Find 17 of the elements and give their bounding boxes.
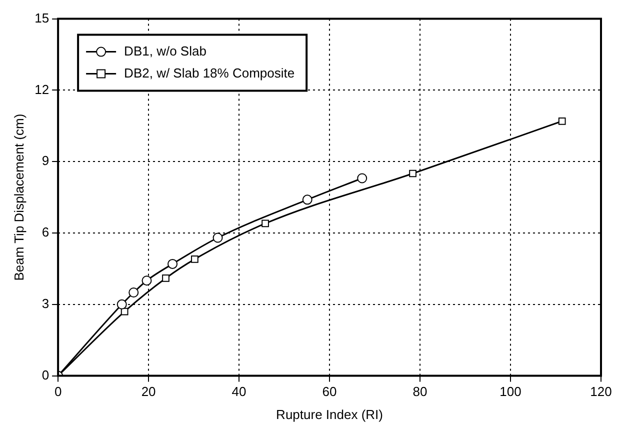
x-tick-label: 20: [141, 384, 156, 400]
y-tick-label: 3: [42, 296, 50, 311]
x-tick-label: 80: [412, 384, 428, 400]
y-tick-label: 9: [42, 153, 50, 168]
y-axis-title: Beam Tip Displacement (cm): [11, 114, 26, 281]
y-tick-label: 15: [34, 10, 50, 26]
y-tick-label: 12: [34, 82, 50, 97]
x-tick-label: 60: [322, 384, 337, 400]
legend-label: DB2, w/ Slab 18% Composite: [124, 65, 295, 80]
x-tick-label: 120: [590, 384, 612, 400]
legend-label: DB1, w/o Slab: [124, 43, 206, 58]
x-tick-label: 100: [500, 384, 522, 400]
y-tick-label: 0: [42, 367, 50, 382]
x-tick-label: 40: [232, 384, 246, 400]
y-tick-label: 6: [42, 224, 50, 240]
x-tick-label: 0: [54, 384, 62, 400]
x-axis-title: Rupture Index (RI): [276, 406, 383, 422]
